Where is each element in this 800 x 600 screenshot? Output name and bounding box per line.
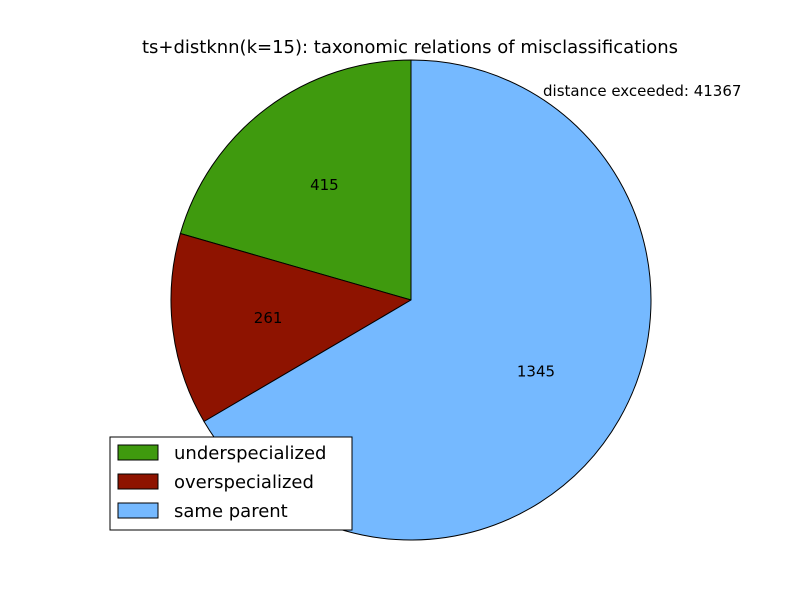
slice-label-underspecialized: 415 (310, 176, 339, 194)
pie-slice-overspecialized (170, 232, 413, 423)
legend-entries: underspecialized overspecialized same pare… (117, 443, 326, 522)
pie-slice-underspecialized (179, 59, 412, 301)
slice-label-overspecialized: 261 (254, 309, 283, 327)
slice-label-same-parent: 1345 (517, 363, 555, 381)
legend-label-same-parent: same parent (174, 501, 288, 522)
chart-title: ts+distknn(k=15): taxonomic relations of… (142, 37, 678, 58)
pie-slice-labels: 415 261 1345 (254, 176, 555, 381)
legend-label-underspecialized: underspecialized (174, 443, 326, 464)
legend-swatch-overspecialized (117, 473, 159, 490)
legend: underspecialized overspecialized same pare… (109, 436, 353, 531)
legend-swatch-same-parent (117, 502, 159, 519)
legend-label-overspecialized: overspecialized (174, 472, 314, 493)
pie-slices (170, 59, 652, 541)
legend-swatch-underspecialized (117, 444, 159, 461)
distance-exceeded-annotation: distance exceeded: 41367 (543, 82, 741, 100)
